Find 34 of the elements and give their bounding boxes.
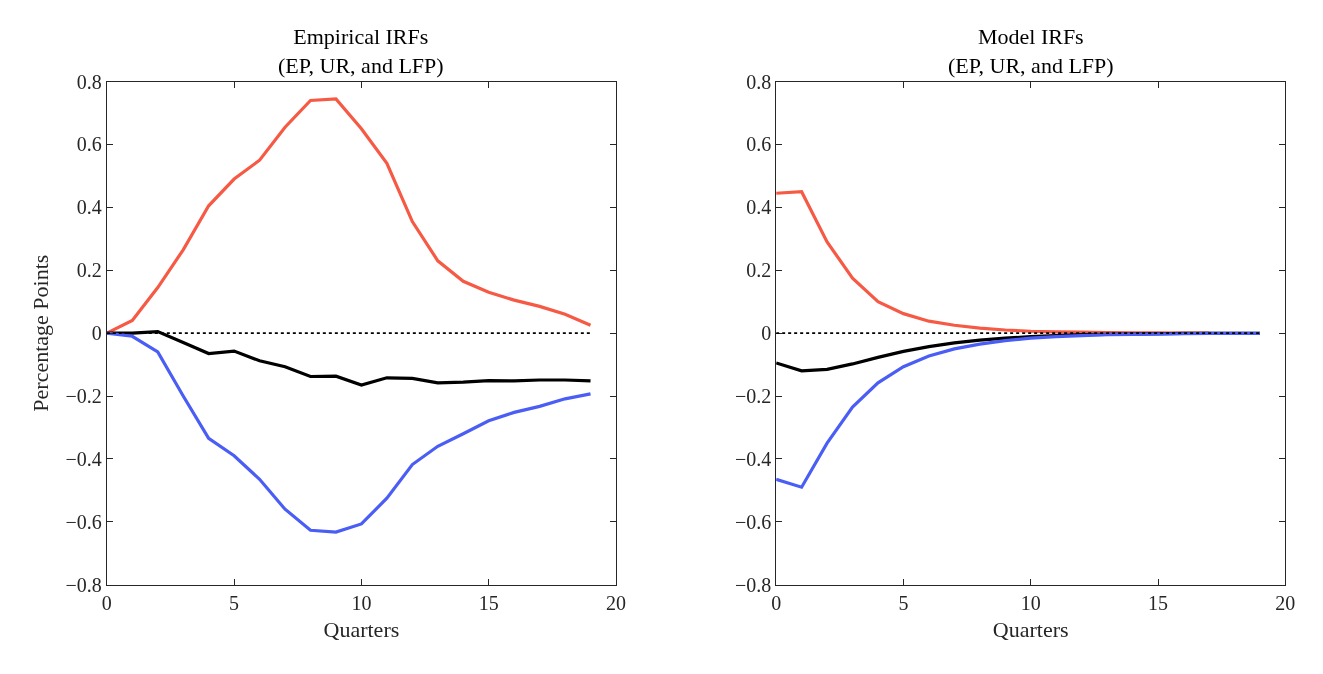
y-axis-title: Percentage Points [28,254,54,412]
line-series [106,331,593,534]
y-tick-label: 0.8 [76,70,102,93]
x-tick-label: 15 [1148,591,1169,614]
line-series [776,331,1262,489]
y-tick-label: 0.6 [76,133,102,156]
y-tick-label: 0.4 [746,196,772,219]
x-tick-label: 5 [229,591,240,614]
y-tick-label: 0 [91,322,102,345]
y-tick-label: 0.2 [76,259,102,282]
chart-title: Model IRFs (EP, UR, and LFP) [948,24,1114,78]
y-tick-label: −0.4 [734,447,772,470]
y-tick-label: 0.2 [746,259,772,282]
chart-title: Empirical IRFs (EP, UR, and LFP) [278,24,444,78]
y-tick-label: 0.8 [746,70,772,93]
y-tick-label: −0.8 [65,573,102,596]
x-tick-label: 20 [605,591,626,614]
x-axis-title: Quarters [323,616,400,642]
y-tick-label: −0.6 [734,510,772,533]
x-tick-label: 20 [1275,591,1296,614]
y-tick-label: −0.2 [65,385,102,408]
x-tick-label: 5 [898,591,909,614]
y-tick-label: 0.6 [746,133,772,156]
y-tick-label: 0.4 [76,196,102,219]
x-tick-label: 10 [1020,591,1041,614]
y-tick-label: −0.4 [65,447,102,470]
x-tick-label: 15 [478,591,499,614]
x-axis-title: Quarters [992,616,1069,642]
y-tick-label: −0.2 [734,385,772,408]
line-series [106,97,593,335]
y-tick-label: −0.8 [734,573,772,596]
x-tick-label: 10 [351,591,372,614]
y-tick-label: 0 [761,322,772,345]
y-tick-label: −0.6 [65,510,102,533]
